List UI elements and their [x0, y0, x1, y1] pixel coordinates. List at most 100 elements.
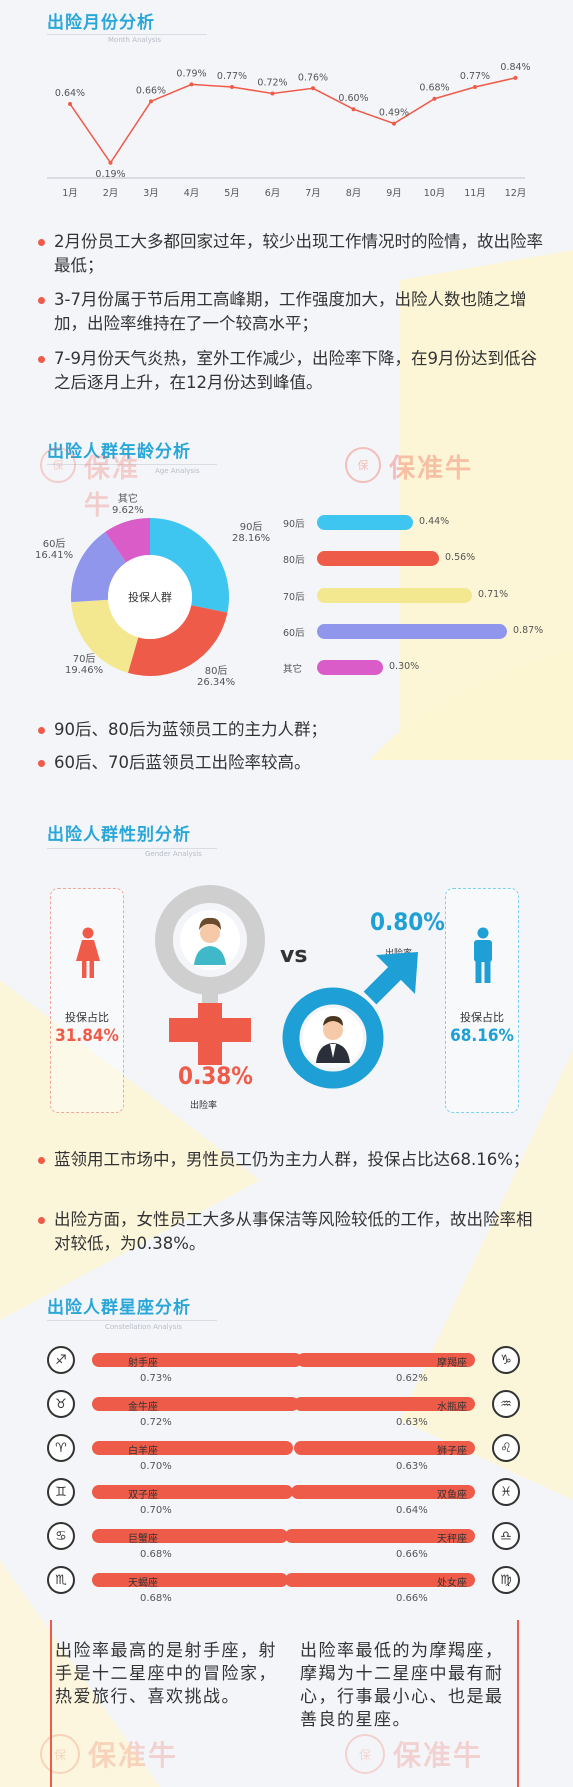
male-share-label: 投保占比: [460, 1011, 504, 1024]
zodiac-bar-left: [92, 1353, 302, 1367]
zodiac-name: 天蝎座: [128, 1578, 158, 1589]
taurus-icon: ♉: [47, 1390, 75, 1418]
donut-label-value: 16.41%: [35, 550, 74, 561]
zodiac-value: 0.73%: [140, 1373, 172, 1384]
zodiac-value: 0.70%: [140, 1461, 172, 1472]
female-share-card: 投保占比 31.84%: [50, 888, 124, 1113]
sagittarius-icon: ♐: [47, 1346, 75, 1374]
age-bar: [317, 660, 383, 675]
bar-category-label: 60后: [283, 628, 305, 639]
data-label: 0.76%: [298, 72, 328, 83]
brand-watermark-text: 保准牛: [88, 1739, 179, 1772]
age-bar: [317, 588, 472, 603]
donut-label-category: 70后: [72, 654, 96, 665]
age-section-subtitle: Age Analysis: [155, 467, 200, 475]
bullet-dot: [38, 760, 45, 767]
female-person-icon: [76, 927, 100, 978]
zodiac-bar-right: [285, 1529, 475, 1543]
donut-label-value: 28.16%: [232, 533, 271, 544]
data-label: 0.72%: [257, 78, 287, 89]
data-label: 0.84%: [500, 62, 530, 73]
data-point: [149, 99, 153, 104]
scorpio-icon: ♏: [47, 1566, 75, 1594]
x-tick-label: 1月: [62, 188, 78, 199]
donut-label-category: 60后: [42, 539, 66, 550]
capricorn-icon: ♑: [492, 1346, 520, 1374]
age-section-title: 出险人群年龄分析: [47, 442, 191, 462]
bar-value-label: 0.56%: [445, 552, 476, 563]
zodiac-name: 巨蟹座: [128, 1534, 158, 1545]
bullet-dot: [38, 297, 45, 304]
zodiac-summary-left: 出险率最高的是射手座，射手是十二星座中的冒险家，热爱旅行、喜欢挑战。: [55, 1641, 277, 1707]
cancer-icon: ♋: [47, 1522, 75, 1550]
data-point: [108, 160, 113, 165]
zodiac-bar-right: [291, 1485, 475, 1499]
donut-label: 80后 26.34%: [197, 662, 235, 688]
gender-section-title: 出险人群性别分析: [47, 825, 191, 845]
data-point: [270, 91, 275, 96]
zodiac-name: 摩羯座: [437, 1358, 467, 1369]
male-share-card: 投保占比 68.16%: [445, 888, 519, 1113]
age-bar: [317, 515, 413, 530]
month-line-chart: 0.64% 1月 0.19% 2月 0.66% 3月 0.79% 4月 0.77% 5月 0.72%…: [47, 62, 531, 199]
summary-left-rule: [50, 1620, 52, 1787]
zodiac-value: 0.66%: [396, 1549, 428, 1560]
zodiac-name: 双子座: [128, 1490, 158, 1501]
age-title-divider: [47, 464, 217, 465]
libra-icon: ♎: [492, 1522, 520, 1550]
male-person-icon: [474, 927, 492, 983]
donut-label-value: 19.46%: [65, 665, 104, 676]
female-share-label: 投保占比: [65, 1011, 109, 1024]
bar-value-label: 0.71%: [478, 589, 509, 600]
age-donut-chart: 投保人群: [71, 518, 229, 676]
female-symbol-icon: [155, 885, 265, 1065]
brand-logo-icon: 保: [345, 447, 381, 483]
bar-value-label: 0.87%: [513, 625, 544, 636]
zodiac-value: 0.72%: [140, 1417, 172, 1428]
donut-label-value: 26.34%: [197, 677, 236, 688]
male-share-value: 68.16%: [450, 1026, 514, 1046]
brand-watermark-bottom: 保 保准牛: [40, 1730, 280, 1780]
zodiac-name: 白羊座: [128, 1446, 158, 1457]
data-point: [473, 84, 477, 89]
zodiac-section-title: 出险人群星座分析: [47, 1298, 191, 1318]
data-point: [513, 75, 518, 80]
data-point: [311, 86, 315, 91]
zodiac-title-divider: [47, 1320, 217, 1321]
donut-label: 70后 19.46%: [65, 650, 103, 676]
summary-right-rule: [517, 1620, 519, 1787]
zodiac-bar-left: [92, 1397, 299, 1411]
aquarius-icon: ♒: [492, 1390, 520, 1418]
zodiac-name: 天秤座: [437, 1534, 467, 1545]
female-claim-rate: 0.38%: [178, 1062, 253, 1090]
data-label: 0.60%: [338, 93, 368, 104]
bullet-text: 3-7月份属于节后用工高峰期，工作强度加大，出险人数也随之增加，出险率维持在了一…: [54, 290, 527, 333]
bullet-dot: [38, 1157, 45, 1164]
zodiac-value: 0.63%: [396, 1461, 428, 1472]
x-tick-label: 4月: [184, 188, 200, 199]
x-tick-label: 12月: [505, 188, 527, 199]
x-tick-label: 8月: [346, 188, 362, 199]
zodiac-name: 双鱼座: [437, 1490, 467, 1501]
data-label: 0.49%: [379, 108, 409, 119]
donut-hole: [108, 555, 192, 639]
data-label: 0.77%: [460, 71, 490, 82]
brand-logo-icon: 保: [40, 447, 76, 483]
x-tick-label: 7月: [305, 188, 321, 199]
bar-value-label: 0.44%: [419, 516, 450, 527]
bullet-item: 90后、80后为蓝领员工的主力人群；: [38, 718, 548, 742]
bullet-text: 蓝领用工市场中，男性员工仍为主力人群，投保占比达68.16%；: [54, 1150, 530, 1169]
data-point: [432, 96, 437, 101]
female-claim-label: 出险率: [190, 1101, 218, 1111]
donut-label-category: 90后: [239, 522, 263, 533]
brand-watermark-text: 保准牛: [84, 454, 141, 521]
brand-watermark-text: 保准牛: [393, 1739, 484, 1772]
bar-category-label: 80后: [283, 555, 305, 566]
zodiac-bar-left: [92, 1485, 293, 1499]
age-bar: [317, 551, 439, 566]
brand-watermark: 保 保准牛: [345, 445, 510, 487]
data-point: [68, 101, 72, 106]
vs-label: vs: [280, 943, 308, 968]
zodiac-bar-left: [92, 1441, 293, 1455]
bullet-text: 2月份员工大多都回家过年，较少出现工作情况时的险情，故出险率最低；: [54, 232, 543, 275]
